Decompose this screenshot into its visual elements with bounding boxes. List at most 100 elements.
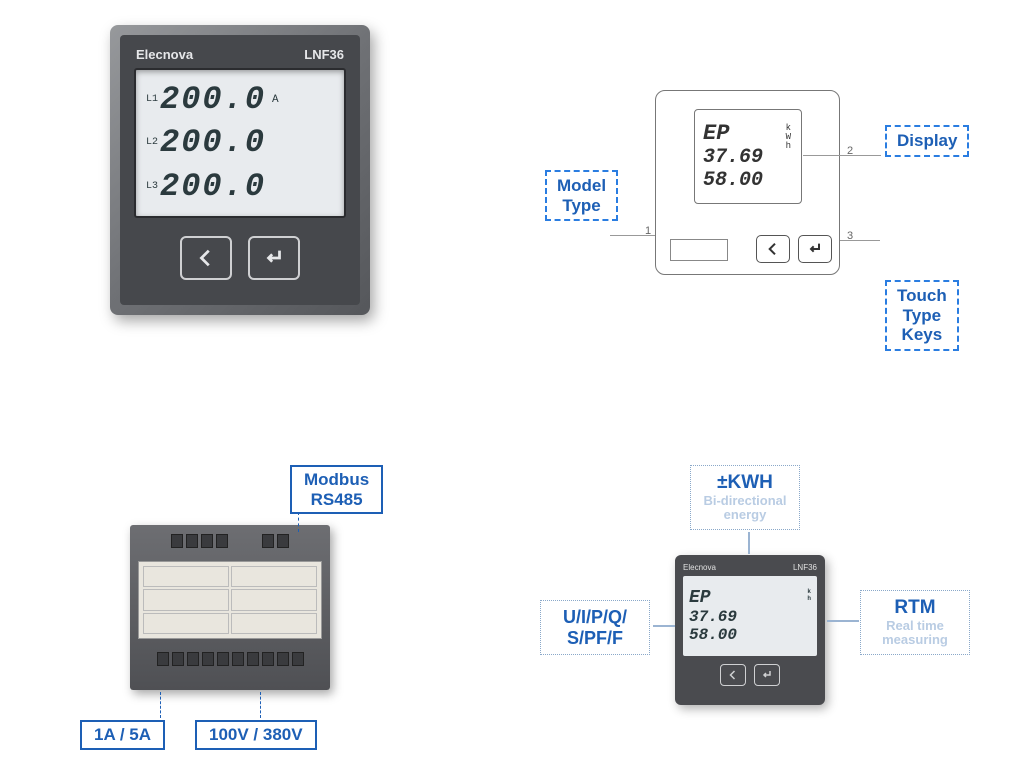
callout-ct-rating: 1A / 5A <box>80 720 165 750</box>
diagram-keys <box>756 235 832 263</box>
back-button[interactable] <box>720 664 746 686</box>
lcd-label: L2 <box>146 137 160 148</box>
callout-text: Modbus RS485 <box>304 470 369 509</box>
meter-bezel: Elecnova LNF36 L1 200.0 A L2 200.0 L3 20… <box>110 25 370 315</box>
lcd-row-l3: L3 200.0 <box>146 168 334 205</box>
terminal <box>202 652 214 666</box>
diagram-model-box <box>670 239 728 261</box>
feature-brand-row: Elecnova LNF36 <box>683 563 817 576</box>
terminal <box>157 652 169 666</box>
meter-face: Elecnova LNF36 L1 200.0 A L2 200.0 L3 20… <box>120 35 360 305</box>
diagram-enter-key[interactable] <box>798 235 832 263</box>
feat-lcd-unit: kh <box>807 588 811 602</box>
callout-voltage: 100V / 380V <box>195 720 317 750</box>
feature-sub: Bi-directional energy <box>703 494 787 523</box>
terminal <box>262 534 274 548</box>
terminal <box>292 652 304 666</box>
lcd-value: 200.0 <box>160 124 266 161</box>
feature-rtm: RTM Real time measuring <box>860 590 970 655</box>
enter-icon <box>761 669 773 681</box>
feature-title: RTM <box>873 597 957 619</box>
lead-num-2: 2 <box>847 145 853 157</box>
feature-device: Elecnova LNF36 EP kh 37.69 58.00 <box>675 555 825 705</box>
feature-params: U/I/P/Q/ S/PF/F <box>540 600 650 655</box>
lead-line <box>803 155 881 156</box>
enter-icon <box>263 247 285 269</box>
callout-display: Display <box>885 125 969 157</box>
feature-title: ±KWH <box>703 472 787 494</box>
lead-line <box>653 625 675 627</box>
callout-text: 100V / 380V <box>209 725 303 744</box>
rear-bottom-terminals <box>130 643 330 675</box>
lead-num-3: 3 <box>847 230 853 242</box>
diagram-unit: kWh <box>786 124 791 151</box>
diagram-row3: 58.00 <box>703 169 793 192</box>
terminal <box>232 652 244 666</box>
lead-volt <box>260 692 261 718</box>
feature-kwh: ±KWH Bi-directional energy <box>690 465 800 530</box>
lcd-label: L3 <box>146 181 160 192</box>
terminal <box>172 652 184 666</box>
terminal <box>216 534 228 548</box>
feature-lcd: EP kh 37.69 58.00 <box>683 576 817 656</box>
features-panel: Elecnova LNF36 EP kh 37.69 58.00 ±KWH Bi-… <box>545 470 1005 760</box>
diagram-screen: kWh EP 37.69 58.00 <box>694 109 802 204</box>
meter-rear-panel: Modbus RS485 1A / 5A 100V / 380V <box>80 470 460 770</box>
terminal <box>262 652 274 666</box>
brand-text: Elecnova <box>136 47 193 62</box>
feat-lcd-r3: 58.00 <box>689 626 811 644</box>
lcd-value: 200.0 <box>160 81 266 118</box>
lcd-value: 200.0 <box>160 168 266 205</box>
lead-line <box>840 240 880 241</box>
feat-lcd-r1: EP <box>689 588 711 608</box>
rear-label-plate <box>138 561 322 639</box>
chevron-left-icon <box>765 241 781 257</box>
terminal <box>247 652 259 666</box>
callout-touch-keys: Touch Type Keys <box>885 280 959 351</box>
lead-line <box>748 532 750 554</box>
meter-brand-row: Elecnova LNF36 <box>134 45 346 68</box>
feature-sub: Real time measuring <box>873 619 957 648</box>
feat-lcd-r2: 37.69 <box>689 608 811 626</box>
brand-text: Elecnova <box>683 563 716 572</box>
chevron-left-icon <box>195 247 217 269</box>
lead-ct <box>160 692 161 718</box>
terminal <box>277 652 289 666</box>
diagram-row2: 37.69 <box>703 146 793 169</box>
feature-keys <box>683 664 817 686</box>
meter-front-photo: Elecnova LNF36 L1 200.0 A L2 200.0 L3 20… <box>110 25 370 315</box>
terminal <box>171 534 183 548</box>
callout-model-type: Model Type <box>545 170 618 221</box>
enter-button[interactable] <box>248 236 300 280</box>
diagram-row1: EP <box>703 121 793 146</box>
lead-num-1: 1 <box>645 225 651 237</box>
diagram-device-outline: kWh EP 37.69 58.00 <box>655 90 840 275</box>
lcd-label: L1 <box>146 94 160 105</box>
meter-lcd: L1 200.0 A L2 200.0 L3 200.0 <box>134 68 346 218</box>
callout-modbus: Modbus RS485 <box>290 465 383 514</box>
rear-device <box>130 525 330 690</box>
terminal <box>187 652 199 666</box>
terminal <box>201 534 213 548</box>
lcd-unit: A <box>272 94 279 106</box>
chevron-left-icon <box>727 669 739 681</box>
model-text: LNF36 <box>304 47 344 62</box>
model-text: LNF36 <box>793 563 817 572</box>
lead-modbus <box>298 512 318 532</box>
terminal <box>186 534 198 548</box>
terminal <box>217 652 229 666</box>
feature-title: U/I/P/Q/ S/PF/F <box>553 607 637 648</box>
lcd-row-l1: L1 200.0 A <box>146 81 334 118</box>
terminal <box>277 534 289 548</box>
callout-text: Display <box>897 131 957 150</box>
enter-icon <box>807 241 823 257</box>
front-diagram: kWh EP 37.69 58.00 1 2 3 Model Type Disp… <box>525 75 995 355</box>
callout-text: Model Type <box>557 176 606 215</box>
callout-text: Touch Type Keys <box>897 286 947 344</box>
enter-button[interactable] <box>754 664 780 686</box>
lcd-row-l2: L2 200.0 <box>146 124 334 161</box>
diagram-back-key[interactable] <box>756 235 790 263</box>
lead-line <box>827 620 859 622</box>
callout-text: 1A / 5A <box>94 725 151 744</box>
back-button[interactable] <box>180 236 232 280</box>
